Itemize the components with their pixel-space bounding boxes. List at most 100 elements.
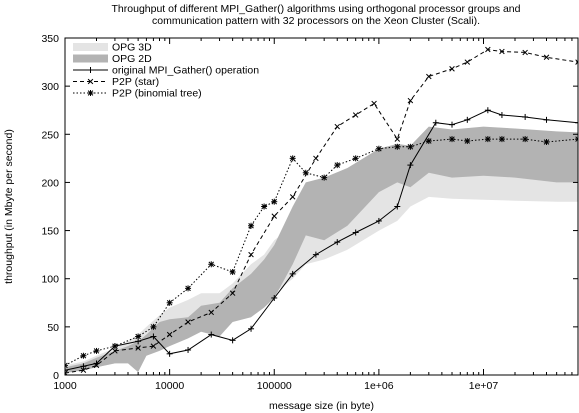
data-point <box>464 116 471 123</box>
data-point <box>166 299 173 306</box>
chart-title: Throughput of different MPI_Gather() alg… <box>112 3 521 27</box>
series-layer <box>65 46 578 375</box>
data-point <box>575 136 578 143</box>
legend-entry-opg-2d: OPG 2D <box>73 53 152 65</box>
legend-swatch <box>73 43 108 51</box>
data-point <box>229 337 236 344</box>
data-point <box>248 325 255 332</box>
y-tick-label: 0 <box>53 370 59 382</box>
data-point <box>289 194 296 200</box>
data-point <box>166 350 173 357</box>
legend-label: original MPI_Gather() operation <box>112 65 259 77</box>
data-point <box>449 136 456 143</box>
x-tick-label: 1e+07 <box>469 380 499 392</box>
data-point <box>93 347 100 354</box>
y-tick-label: 300 <box>41 81 59 93</box>
data-point <box>543 138 550 145</box>
data-point <box>464 138 471 145</box>
data-point <box>334 123 341 130</box>
data-point <box>229 268 236 275</box>
data-point <box>432 119 439 126</box>
x-tick-label: 10000 <box>155 380 184 392</box>
data-point <box>449 66 455 72</box>
data-point <box>575 59 578 65</box>
legend-swatch <box>73 54 108 63</box>
data-point <box>185 285 192 292</box>
data-point <box>80 363 87 370</box>
data-point <box>80 352 87 359</box>
x-tick-label: 100000 <box>257 380 292 392</box>
data-point <box>135 345 141 351</box>
data-point <box>135 333 142 340</box>
legend-marker <box>87 90 94 96</box>
data-point <box>289 270 296 277</box>
chart-title-line-1: Throughput of different MPI_Gather() alg… <box>112 3 521 15</box>
data-point <box>185 319 191 325</box>
data-point <box>248 222 255 229</box>
data-point <box>261 203 268 210</box>
series-original-mpi-gather-operation <box>65 107 578 374</box>
data-point <box>394 143 401 150</box>
data-point <box>208 331 215 338</box>
bands-layer <box>65 126 578 374</box>
y-tick-label: 150 <box>41 226 59 238</box>
data-point <box>271 198 278 205</box>
data-point <box>229 290 236 296</box>
legend-entry-p2p-star: P2P (star) <box>73 76 159 88</box>
data-point <box>407 143 414 150</box>
data-point <box>426 73 432 80</box>
y-tick-label: 350 <box>41 33 59 45</box>
legend-label: P2P (binomial tree) <box>112 88 202 100</box>
data-point <box>498 112 505 119</box>
data-point <box>302 169 309 176</box>
data-point <box>485 46 491 53</box>
legend-entry-opg-3d: OPG 3D <box>73 42 152 54</box>
x-axis-label: message size (in byte) <box>269 400 374 412</box>
data-point <box>289 155 296 162</box>
series-p2p-binomial-tree <box>65 136 578 369</box>
data-point <box>93 362 100 369</box>
plot-frame <box>64 37 579 376</box>
data-point <box>208 309 215 316</box>
data-point <box>543 54 550 61</box>
data-point <box>321 174 328 181</box>
data-point <box>312 251 319 258</box>
data-point <box>334 162 341 169</box>
band-opg-2d <box>65 126 578 374</box>
legend-label: P2P (star) <box>112 76 159 88</box>
data-point <box>352 112 359 118</box>
data-point <box>522 113 529 120</box>
data-point <box>394 203 401 210</box>
data-point <box>484 136 491 143</box>
data-point <box>425 138 432 145</box>
data-point <box>80 367 87 373</box>
data-point <box>185 346 192 353</box>
data-point <box>150 323 157 330</box>
data-point <box>449 121 456 128</box>
data-point <box>352 229 359 236</box>
data-point <box>271 294 278 301</box>
data-point <box>352 155 359 162</box>
series-p2p-star <box>65 46 578 375</box>
data-point <box>371 100 377 107</box>
legend-marker <box>87 67 94 73</box>
data-point <box>522 49 528 56</box>
chart-title-line-2: communication pattern with 32 processors… <box>152 15 480 27</box>
data-point <box>484 107 491 114</box>
legend-marker <box>87 78 94 85</box>
x-tick-label: 1000 <box>53 380 77 392</box>
data-point <box>498 136 505 143</box>
data-point <box>375 145 382 152</box>
data-point <box>313 155 319 162</box>
data-point <box>375 217 382 224</box>
data-point <box>65 367 68 374</box>
data-point <box>575 119 578 126</box>
data-point <box>150 333 157 340</box>
legend-label: OPG 2D <box>112 53 152 65</box>
y-axis-label: throughput (in Mbyte per second) <box>3 129 15 284</box>
y-tick-label: 50 <box>47 322 59 334</box>
data-point <box>522 136 529 143</box>
data-point <box>271 213 278 219</box>
